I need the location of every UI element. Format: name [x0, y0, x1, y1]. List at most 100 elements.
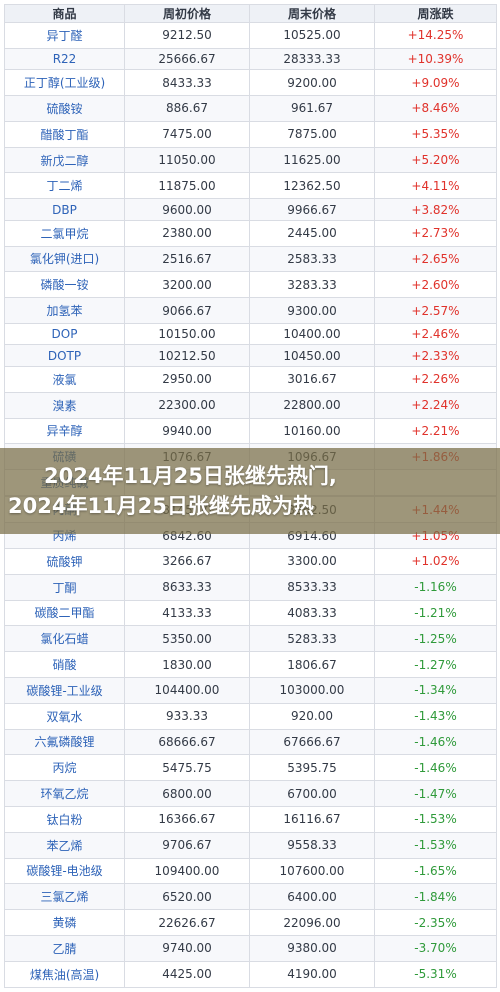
weekly-change-cell: -1.46%: [374, 754, 497, 782]
weekly-change-cell: +2.46%: [374, 322, 497, 346]
product-name-cell: 醋酸丁酯: [4, 120, 125, 148]
table-row: 溴素 22300.00 22800.00 +2.24%: [4, 391, 497, 419]
table-row: 硫酸钾 3266.67 3300.00 +1.02%: [4, 547, 497, 575]
open-price-cell: 2950.00: [124, 365, 250, 393]
close-price-cell: 4190.00: [249, 960, 375, 989]
price-table-container: 商品 周初价格 周末价格 周涨跌 异丁醛 9212.50 10525.00 +14.2…: [4, 4, 497, 989]
open-price-cell: 16366.67: [124, 805, 250, 833]
table-row: 氯化钾(进口) 2516.67 2583.33 +2.65%: [4, 245, 497, 273]
open-price-cell: 22300.00: [124, 391, 250, 419]
product-name-cell: 碳酸锂-工业级: [4, 676, 125, 704]
weekly-change-cell: +2.73%: [374, 219, 497, 247]
close-price-cell: 22800.00: [249, 391, 375, 419]
close-price-cell: 10525.00: [249, 22, 375, 49]
product-name-cell: 硫酸钾: [4, 547, 125, 575]
open-price-cell: 3200.00: [124, 271, 250, 299]
product-name-cell: 溴素: [4, 391, 125, 419]
close-price-cell: 9380.00: [249, 934, 375, 962]
close-price-cell: 4083.33: [249, 599, 375, 627]
product-name-cell: 黄磷: [4, 909, 125, 936]
close-price-cell: 16116.67: [249, 805, 375, 833]
close-price-cell: 961.67: [249, 95, 375, 122]
weekly-change-cell: +5.35%: [374, 120, 497, 148]
open-price-cell: 9740.00: [124, 934, 250, 962]
headline-line-2: 2024年11月25日张继先成为热: [8, 494, 314, 518]
close-price-cell: 9966.67: [249, 198, 375, 221]
table-row: DOTP 10212.50 10450.00 +2.33%: [4, 344, 497, 367]
weekly-change-cell: +10.39%: [374, 47, 497, 71]
weekly-change-cell: -1.34%: [374, 676, 497, 704]
product-name-cell: DBP: [4, 198, 125, 221]
weekly-change-cell: +4.11%: [374, 172, 497, 200]
weekly-change-cell: +1.02%: [374, 547, 497, 575]
table-row: 正丁醇(工业级) 8433.33 9200.00 +9.09%: [4, 69, 497, 97]
table-row: DOP 10150.00 10400.00 +2.46%: [4, 322, 497, 346]
table-row: 醋酸丁酯 7475.00 7875.00 +5.35%: [4, 120, 497, 148]
weekly-change-cell: +9.09%: [374, 69, 497, 97]
table-row: 丙烷 5475.75 5395.75 -1.46%: [4, 754, 497, 782]
table-row: 丁二烯 11875.00 12362.50 +4.11%: [4, 172, 497, 200]
weekly-change-cell: -1.16%: [374, 573, 497, 601]
weekly-change-cell: +2.65%: [374, 245, 497, 273]
open-price-cell: 2516.67: [124, 245, 250, 273]
weekly-change-cell: +14.25%: [374, 22, 497, 49]
open-price-cell: 3266.67: [124, 547, 250, 575]
close-price-cell: 22096.00: [249, 909, 375, 936]
weekly-change-cell: -1.53%: [374, 831, 497, 859]
weekly-change-cell: +8.46%: [374, 95, 497, 122]
headline-banner: 2024年11月25日张继先热门, 2024年11月25日张继先成为热: [0, 448, 500, 534]
weekly-change-cell: -1.46%: [374, 728, 497, 756]
table-row: 苯乙烯 9706.67 9558.33 -1.53%: [4, 831, 497, 859]
table-row: 硫酸铵 886.67 961.67 +8.46%: [4, 95, 497, 122]
table-row: 异丁醛 9212.50 10525.00 +14.25%: [4, 22, 497, 49]
product-name-cell: 氯化钾(进口): [4, 245, 125, 273]
product-name-cell: DOTP: [4, 344, 125, 367]
product-name-cell: 苯乙烯: [4, 831, 125, 859]
close-price-cell: 2583.33: [249, 245, 375, 273]
open-price-cell: 6520.00: [124, 883, 250, 911]
open-price-cell: 25666.67: [124, 47, 250, 71]
table-row: R22 25666.67 28333.33 +10.39%: [4, 47, 497, 71]
table-row: 碳酸锂-电池级 109400.00 107600.00 -1.65%: [4, 857, 497, 885]
open-price-cell: 886.67: [124, 95, 250, 122]
open-price-cell: 1830.00: [124, 651, 250, 678]
close-price-cell: 9200.00: [249, 69, 375, 97]
product-name-cell: R22: [4, 47, 125, 71]
weekly-change-cell: -1.43%: [374, 702, 497, 730]
table-row: 黄磷 22626.67 22096.00 -2.35%: [4, 909, 497, 936]
product-name-cell: 硫酸铵: [4, 95, 125, 122]
close-price-cell: 10400.00: [249, 322, 375, 346]
product-name-cell: 新戊二醇: [4, 146, 125, 174]
table-row: 丁酮 8633.33 8533.33 -1.16%: [4, 573, 497, 601]
table-row: 乙腈 9740.00 9380.00 -3.70%: [4, 934, 497, 962]
product-name-cell: 碳酸锂-电池级: [4, 857, 125, 885]
close-price-cell: 9300.00: [249, 297, 375, 324]
product-name-cell: 乙腈: [4, 934, 125, 962]
open-price-cell: 10150.00: [124, 322, 250, 346]
close-price-cell: 920.00: [249, 702, 375, 730]
product-name-cell: 丁二烯: [4, 172, 125, 200]
weekly-change-cell: -1.21%: [374, 599, 497, 627]
table-row: 液氯 2950.00 3016.67 +2.26%: [4, 365, 497, 393]
open-price-cell: 2380.00: [124, 219, 250, 247]
open-price-cell: 9600.00: [124, 198, 250, 221]
open-price-cell: 109400.00: [124, 857, 250, 885]
weekly-change-cell: +3.82%: [374, 198, 497, 221]
close-price-cell: 107600.00: [249, 857, 375, 885]
table-row: DBP 9600.00 9966.67 +3.82%: [4, 198, 497, 221]
table-row: 异辛醇 9940.00 10160.00 +2.21%: [4, 417, 497, 445]
header-open-price: 周初价格: [124, 4, 250, 23]
close-price-cell: 9558.33: [249, 831, 375, 859]
weekly-change-cell: -1.25%: [374, 625, 497, 653]
product-name-cell: 环氧乙烷: [4, 780, 125, 807]
open-price-cell: 11050.00: [124, 146, 250, 174]
table-row: 加氢苯 9066.67 9300.00 +2.57%: [4, 297, 497, 324]
product-name-cell: 异丁醛: [4, 22, 125, 49]
open-price-cell: 4425.00: [124, 960, 250, 989]
table-header-row: 商品 周初价格 周末价格 周涨跌: [4, 4, 497, 23]
product-name-cell: 丙烷: [4, 754, 125, 782]
open-price-cell: 5475.75: [124, 754, 250, 782]
weekly-change-cell: -1.53%: [374, 805, 497, 833]
table-row: 煤焦油(高温) 4425.00 4190.00 -5.31%: [4, 960, 497, 989]
product-name-cell: 双氧水: [4, 702, 125, 730]
